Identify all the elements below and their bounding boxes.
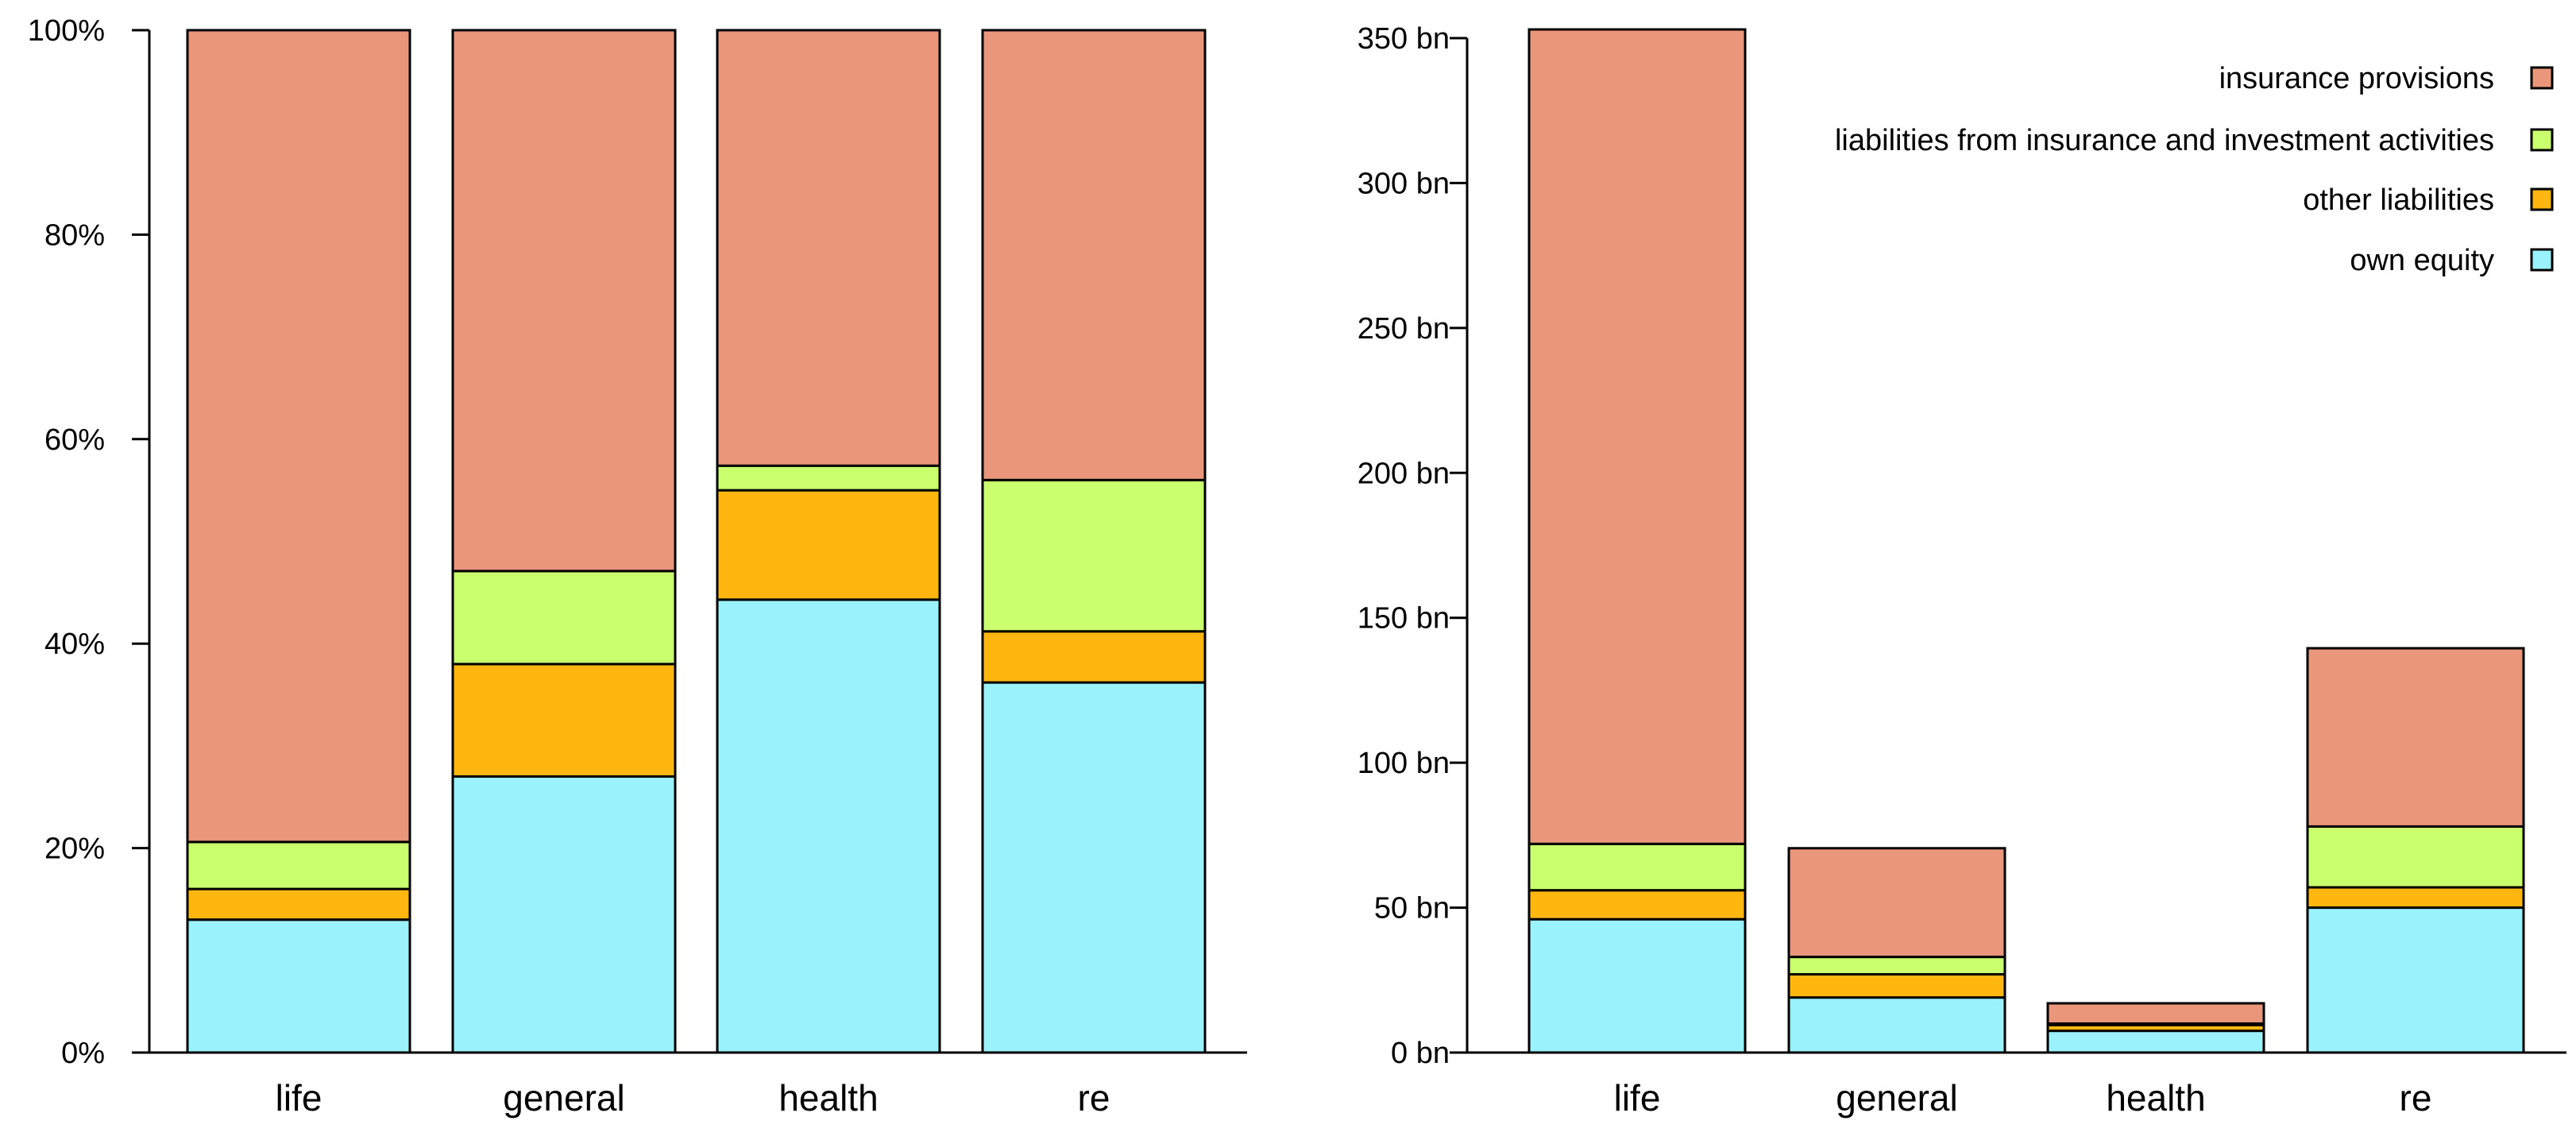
legend-label-insurance-provisions: insurance provisions [2219,62,2494,95]
left-y-tick-label: 0% [61,1037,105,1070]
left-y-tick-label: 40% [44,628,105,661]
legend-label-liabilities-from-insurance-and-investment-activities: liabilities from insurance and investmen… [1835,124,2494,157]
left-bar-health-liabilities-from-insurance-and-investment-activities [716,464,941,492]
right-bar-general-own-equity [1787,996,2006,1054]
right-bar-life-other-liabilities [1527,889,1747,921]
right-bar-health-own-equity [2046,1030,2265,1054]
left-bar-general-insurance-provisions [451,29,677,573]
left-y-tick-label: 100% [28,14,105,48]
right-y-tick-label: 0 bn [1391,1037,1450,1070]
left-bar-health-own-equity [716,598,941,1054]
legend-label-own-equity: own equity [2350,244,2494,277]
left-y-tick-label: 20% [44,833,105,866]
legend-label-other-liabilities: other liabilities [2303,184,2494,217]
right-bar-life-own-equity [1527,918,1747,1054]
right-bar-general-liabilities-from-insurance-and-investment-activities [1787,956,2006,976]
right-y-tick-label: 200 bn [1358,457,1450,490]
right-y-tick-label: 250 bn [1358,312,1450,346]
right-bar-re-insurance-provisions [2306,647,2525,828]
left-bar-re-insurance-provisions [981,29,1207,481]
right-chart-absolute: 0 bn 50 bn 100 bn 150 bn 200 bn 250 bn 300 bn 3… [1358,22,2566,1118]
left-bar-general-liabilities-from-insurance-and-investment-activities [451,570,677,666]
left-bar-general-other-liabilities [451,663,677,778]
right-bar-health-insurance-provisions [2046,1002,2265,1026]
legend-swatch-insurance-provisions [2530,66,2554,90]
right-y-tick-label: 100 bn [1358,747,1450,780]
left-bar-re-other-liabilities [981,630,1207,684]
legend: insurance provisions liabilities from ins… [1835,62,2554,277]
right-bar-re-own-equity [2306,906,2525,1054]
left-category-label-general: general [503,1077,624,1118]
right-bar-general-insurance-provisions [1787,847,2006,959]
legend-swatch-liabilities-from-insurance-and-investment-activities [2530,128,2554,152]
right-category-label-health: health [2106,1077,2205,1118]
left-bar-life-own-equity [186,918,411,1054]
left-bar-life-other-liabilities [186,887,411,921]
right-bar-re-other-liabilities [2306,886,2525,910]
legend-swatch-own-equity [2530,248,2554,272]
left-category-label-re: re [1078,1077,1110,1118]
left-y-tick-label: 80% [44,218,105,252]
right-category-label-general: general [1836,1077,1957,1118]
left-bar-life-liabilities-from-insurance-and-investment-activities [186,840,411,891]
left-bar-health-other-liabilities [716,489,941,601]
left-bar-life-insurance-provisions [186,29,411,844]
right-y-tick-label: 50 bn [1374,892,1450,925]
right-y-tick-label: 150 bn [1358,602,1450,636]
right-bar-life-liabilities-from-insurance-and-investment-activities [1527,842,1747,892]
right-bar-general-other-liabilities [1787,972,2006,999]
left-y-tick-label: 60% [44,423,105,457]
left-bar-re-own-equity [981,681,1207,1054]
left-category-label-life: life [276,1077,322,1118]
left-bar-health-insurance-provisions [716,29,941,467]
left-bar-re-liabilities-from-insurance-and-investment-activities [981,478,1207,633]
right-bar-life-insurance-provisions [1527,28,1747,845]
right-y-tick-label: 300 bn [1358,167,1450,200]
right-category-label-life: life [1614,1077,1661,1118]
legend-swatch-other-liabilities [2530,187,2554,211]
left-bar-general-own-equity [451,775,677,1054]
right-bar-re-liabilities-from-insurance-and-investment-activities [2306,825,2525,889]
left-chart-percent: 0% 20% 40% 60% 80% 100% life general health re [28,14,1247,1118]
right-category-label-re: re [2400,1077,2432,1118]
right-y-tick-label: 350 bn [1358,22,1450,56]
left-category-label-health: health [778,1077,878,1118]
